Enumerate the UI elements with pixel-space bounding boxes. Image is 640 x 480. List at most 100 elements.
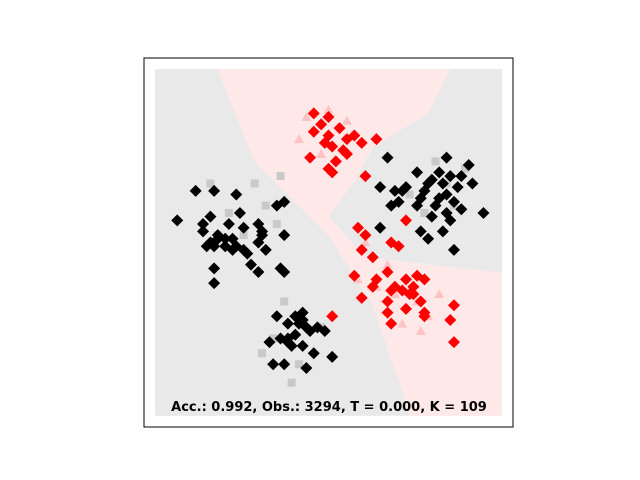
point-black-72 xyxy=(451,181,464,194)
faded-point-black-6 xyxy=(250,179,259,188)
point-red-2 xyxy=(322,111,335,124)
point-red-18 xyxy=(359,170,372,183)
faded-point-black-3 xyxy=(206,179,215,188)
point-black-68 xyxy=(399,181,412,194)
point-black-51 xyxy=(285,339,298,352)
point-red-23 xyxy=(392,240,405,253)
faded-point-black-1 xyxy=(261,201,270,210)
point-black-88 xyxy=(414,225,427,238)
point-black-61 xyxy=(411,166,424,179)
faded-point-red-33 xyxy=(382,259,393,269)
point-red-8 xyxy=(370,133,383,146)
point-red-7 xyxy=(348,129,361,142)
point-black-58 xyxy=(381,151,394,164)
point-black-23 xyxy=(200,240,213,253)
faded-point-black-16 xyxy=(431,157,440,166)
point-black-2 xyxy=(230,188,243,201)
faded-point-black-13 xyxy=(258,349,267,358)
point-red-48 xyxy=(444,313,457,326)
point-black-28 xyxy=(241,247,254,260)
point-black-30 xyxy=(245,258,258,271)
point-black-91 xyxy=(374,221,387,234)
point-black-83 xyxy=(425,210,438,223)
point-black-87 xyxy=(477,206,490,219)
point-red-26 xyxy=(381,266,394,279)
point-red-39 xyxy=(381,295,394,308)
point-black-92 xyxy=(436,225,449,238)
faded-point-red-35 xyxy=(353,274,364,284)
point-red-20 xyxy=(359,229,372,242)
faded-point-red-26 xyxy=(360,237,371,247)
point-red-10 xyxy=(326,140,339,153)
point-black-31 xyxy=(208,262,221,275)
point-black-24 xyxy=(278,229,291,242)
point-red-49 xyxy=(447,336,460,349)
faded-point-red-32 xyxy=(434,289,445,299)
point-black-89 xyxy=(422,232,435,245)
point-black-25 xyxy=(211,232,224,245)
faded-point-red-28 xyxy=(389,289,400,299)
plot-frame xyxy=(143,57,514,428)
faded-point-red-25 xyxy=(316,148,327,158)
point-red-19 xyxy=(352,221,365,234)
point-red-1 xyxy=(315,118,328,131)
point-black-55 xyxy=(267,358,280,371)
point-black-29 xyxy=(230,240,243,253)
faded-point-black-10 xyxy=(294,360,303,369)
point-black-86 xyxy=(444,214,457,227)
point-black-85 xyxy=(385,199,398,212)
point-black-80 xyxy=(447,195,460,208)
point-black-12 xyxy=(219,232,232,245)
point-black-33 xyxy=(252,266,265,279)
point-red-47 xyxy=(385,317,398,330)
faded-point-black-4 xyxy=(239,231,248,240)
faded-point-red-23 xyxy=(341,115,352,125)
point-red-13 xyxy=(329,155,342,168)
point-black-65 xyxy=(374,181,387,194)
point-black-34 xyxy=(278,266,291,279)
point-red-0 xyxy=(307,107,320,120)
faded-point-black-8 xyxy=(280,297,289,306)
point-black-53 xyxy=(307,347,320,360)
point-red-38 xyxy=(418,273,431,286)
point-red-45 xyxy=(418,310,431,323)
point-black-4 xyxy=(204,210,217,223)
point-red-17 xyxy=(322,162,335,175)
point-black-1 xyxy=(208,184,221,197)
point-red-42 xyxy=(399,302,412,315)
point-red-37 xyxy=(407,288,420,301)
point-black-57 xyxy=(300,361,313,374)
point-black-8 xyxy=(237,221,250,234)
point-black-5 xyxy=(233,206,246,219)
point-red-14 xyxy=(340,147,353,160)
point-black-10 xyxy=(197,225,210,238)
point-red-33 xyxy=(385,284,398,297)
point-red-29 xyxy=(366,280,379,293)
point-black-27 xyxy=(278,195,291,208)
faded-point-red-31 xyxy=(397,318,408,328)
point-black-66 xyxy=(388,184,401,197)
faded-point-red-34 xyxy=(415,326,426,336)
decision-region-black-0 xyxy=(155,69,410,416)
decision-region-red-1 xyxy=(217,69,502,416)
faded-point-red-24 xyxy=(293,134,304,144)
point-black-52 xyxy=(296,339,309,352)
faded-point-black-19 xyxy=(420,208,429,217)
faded-point-black-15 xyxy=(405,190,414,199)
point-black-73 xyxy=(466,177,479,190)
point-red-24 xyxy=(355,243,368,256)
faded-point-red-21 xyxy=(301,112,312,122)
point-red-46 xyxy=(447,299,460,312)
point-black-71 xyxy=(436,177,449,190)
point-black-22 xyxy=(256,229,269,242)
point-red-30 xyxy=(399,273,412,286)
point-black-63 xyxy=(444,170,457,183)
point-black-50 xyxy=(263,336,276,349)
faded-point-black-5 xyxy=(272,220,281,229)
point-black-54 xyxy=(326,350,339,363)
faded-point-red-22 xyxy=(323,104,334,114)
point-black-56 xyxy=(278,358,291,371)
point-red-4 xyxy=(307,125,320,138)
point-red-28 xyxy=(348,269,361,282)
faded-point-black-9 xyxy=(269,334,278,343)
